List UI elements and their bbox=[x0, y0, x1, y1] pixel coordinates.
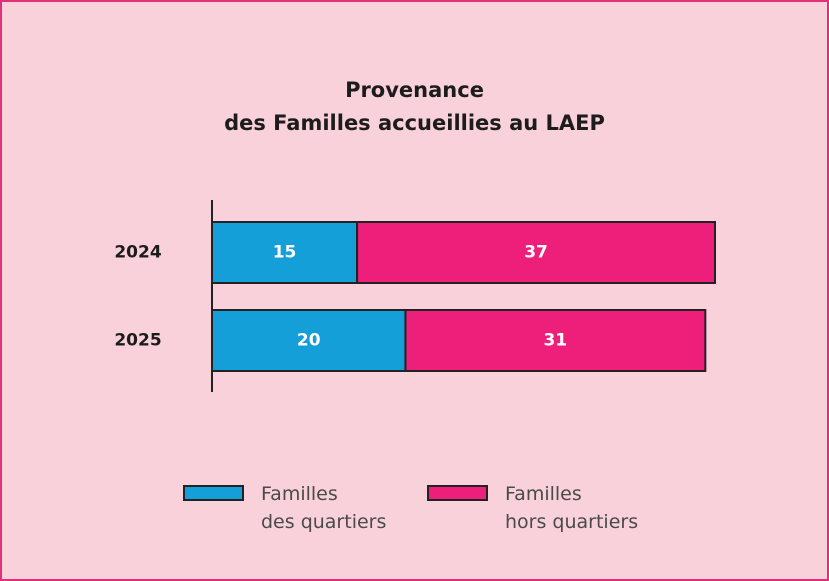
chart-title: Provenance des Familles accueillies au L… bbox=[224, 78, 605, 135]
value-label: 15 bbox=[273, 243, 297, 263]
legend-swatch bbox=[427, 485, 488, 501]
legend-label: Familles hors quartiers bbox=[505, 483, 639, 533]
value-label: 20 bbox=[297, 331, 321, 351]
bar-segment bbox=[211, 309, 407, 372]
legend-label: Familles des quartiers bbox=[261, 483, 387, 533]
value-label: 37 bbox=[524, 243, 548, 263]
legend-swatch bbox=[183, 485, 244, 501]
bar-segment bbox=[356, 221, 716, 284]
y-tick-label: 2025 bbox=[114, 331, 161, 351]
y-tick-label: 2024 bbox=[114, 243, 161, 263]
value-label: 31 bbox=[544, 331, 568, 351]
bar-segment bbox=[404, 309, 707, 372]
